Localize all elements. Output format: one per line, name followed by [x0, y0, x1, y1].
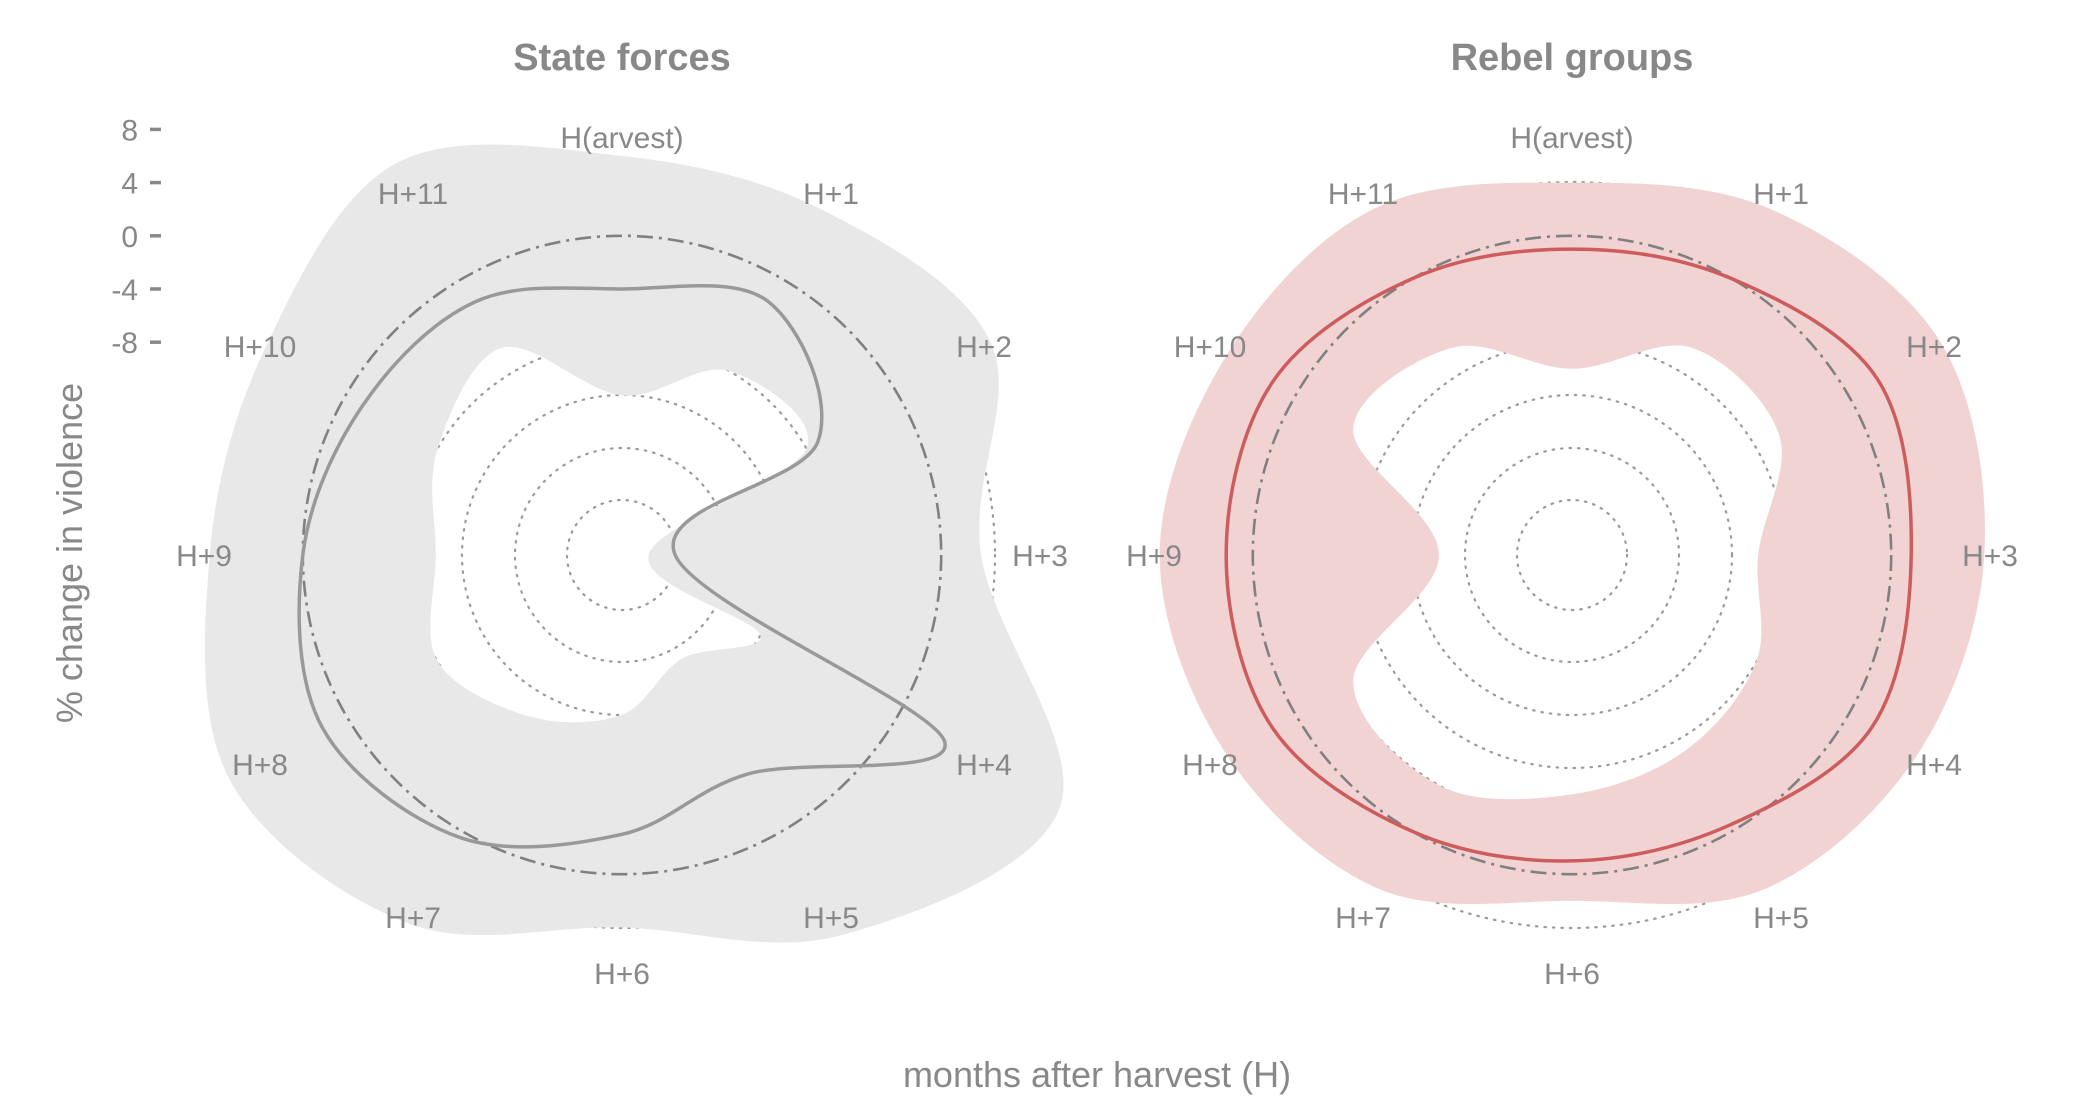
month-label: H+11: [1328, 178, 1398, 211]
month-label: H+11: [378, 178, 448, 211]
radar-panel-rebel-groups: H(arvest) H+1 H+2 H+3 H+4 H+5 H+6 H+7 H+8 H+9 H+10…: [1126, 122, 2018, 991]
month-label: H+5: [1753, 902, 1809, 935]
month-label: H+6: [594, 958, 650, 991]
month-label: H+9: [176, 540, 232, 573]
month-label: H+8: [232, 749, 288, 782]
month-label: H+7: [1335, 902, 1391, 935]
gridline-circle: [1515, 498, 1629, 612]
month-label: H+4: [956, 749, 1012, 782]
month-label: H+10: [1174, 331, 1247, 364]
radial-tick-label: -8: [111, 327, 138, 360]
radial-tick-label: 0: [121, 221, 138, 254]
radial-tick-label: -4: [111, 274, 138, 307]
reference-line-zero: [1251, 234, 1893, 876]
month-label: H+8: [1182, 749, 1238, 782]
month-label: H+3: [1962, 540, 2018, 573]
gridline-circle: [1463, 446, 1681, 664]
month-label: H+5: [803, 902, 859, 935]
radar-panel-state-forces: H(arvest) H+1 H+2 H+3 H+4 H+5 H+6 H+7 H+8 H+9 H+10…: [176, 122, 1068, 991]
chart-title-state-forces: State forces: [513, 37, 731, 79]
radial-axis: 8 4 0 -4 -8: [111, 114, 161, 360]
y-axis-label: % change in violence: [49, 383, 90, 723]
confidence-band: [204, 144, 1064, 943]
chart-title-rebel-groups: Rebel groups: [1451, 37, 1694, 79]
month-label: H+1: [803, 178, 859, 211]
month-label: H+3: [1012, 540, 1068, 573]
month-label: H+9: [1126, 540, 1182, 573]
radial-tick-label: 4: [121, 168, 138, 201]
radial-tick-label: 8: [121, 114, 138, 147]
month-label: H+6: [1544, 958, 1600, 991]
confidence-band: [1159, 182, 1985, 905]
month-label: H+10: [224, 331, 297, 364]
gridline-circle: [247, 180, 997, 930]
estimate-line: [1224, 247, 1914, 863]
month-label: H(arvest): [560, 122, 683, 155]
month-label: H+1: [1753, 178, 1809, 211]
month-label: H+2: [956, 331, 1012, 364]
month-label: H+4: [1906, 749, 1962, 782]
month-label: H(arvest): [1510, 122, 1633, 155]
month-label: H+2: [1906, 331, 1962, 364]
estimate-line: [297, 284, 947, 849]
month-label: H+7: [385, 902, 441, 935]
x-axis-label: months after harvest (H): [903, 1054, 1291, 1095]
gridline-circle: [1410, 393, 1734, 717]
